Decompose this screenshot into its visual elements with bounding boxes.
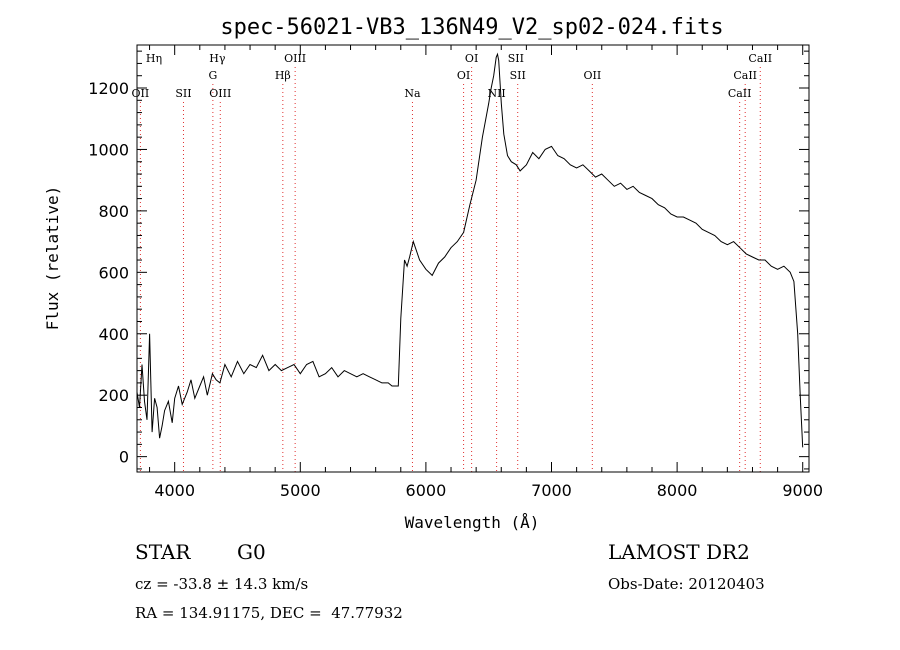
spectral-line-label: Hβ xyxy=(275,69,291,82)
plot-frame xyxy=(136,44,810,473)
redshift-value: cz = -33.8 ± 14.3 km/s xyxy=(135,575,309,593)
x-tick-label: 6000 xyxy=(406,481,447,500)
object-subclass: G0 xyxy=(237,540,266,564)
spectrum-series-line xyxy=(136,52,804,448)
survey-name: LAMOST DR2 xyxy=(608,540,750,564)
spectral-line-label: CaII xyxy=(733,69,757,82)
y-tick-label: 600 xyxy=(98,263,129,282)
y-tick-label: 400 xyxy=(98,325,129,344)
spectral-line-label: Hγ xyxy=(209,52,226,65)
x-tick-label: 7000 xyxy=(531,481,572,500)
y-tick-label: 200 xyxy=(98,386,129,405)
spectral-line-label: SII xyxy=(175,87,191,100)
spectral-line-label: OII xyxy=(583,69,601,82)
x-tick-label: 9000 xyxy=(782,481,823,500)
spectral-line-label: CaII xyxy=(728,87,752,100)
x-tick-label: 8000 xyxy=(657,481,698,500)
y-tick-label: 0 xyxy=(119,448,129,467)
spectral-line-label: OII xyxy=(132,87,150,100)
spectral-line-label: Hη xyxy=(146,52,162,65)
spectral-line-label: OIII xyxy=(284,52,306,65)
y-tick-label: 1000 xyxy=(88,140,129,159)
x-tick-label: 5000 xyxy=(280,481,321,500)
spectral-line-label: CaII xyxy=(748,52,772,65)
spectral-line-label: OIII xyxy=(209,87,231,100)
chart-title: spec-56021-VB3_136N49_V2_sp02-024.fits xyxy=(220,15,723,40)
y-tick-label: 800 xyxy=(98,202,129,221)
spectral-line-label: SII xyxy=(510,69,526,82)
observation-date: Obs-Date: 20120403 xyxy=(608,575,765,593)
object-class: STAR xyxy=(135,540,191,564)
y-tick-label: 1200 xyxy=(88,79,129,98)
spectral-line-label: SII xyxy=(508,52,524,65)
spectral-line-label: G xyxy=(208,69,217,82)
spectral-line-label: Na xyxy=(404,87,421,100)
y-axis-label: Flux (relative) xyxy=(43,186,62,331)
spectral-line-label: OI xyxy=(457,69,470,82)
x-tick-label: 4000 xyxy=(154,481,195,500)
coordinates: RA = 134.91175, DEC = 47.77932 xyxy=(135,604,403,622)
axis-ticks: 4000 5000 6000 7000 8000 9000 0 200 400 600 800 100… xyxy=(88,45,823,500)
x-axis-label: Wavelength (Å) xyxy=(405,513,540,532)
spectral-line-label: OI xyxy=(465,52,478,65)
